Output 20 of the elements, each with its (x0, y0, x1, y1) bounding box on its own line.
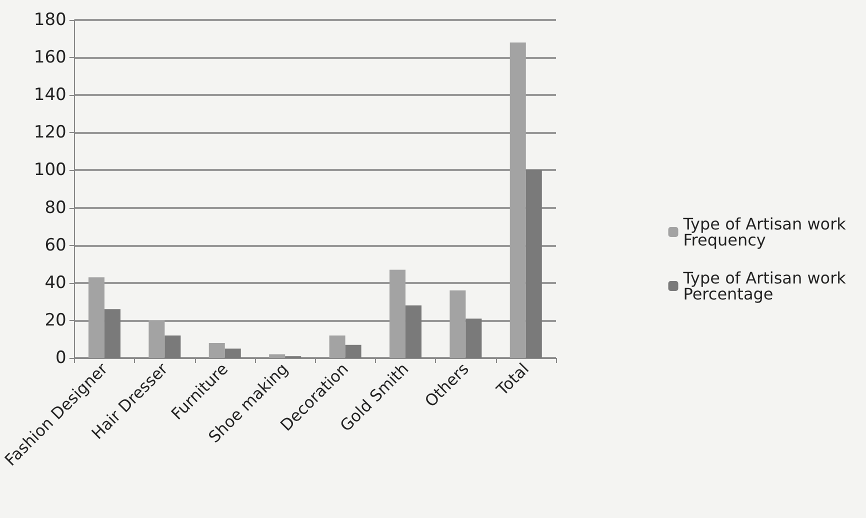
bar (510, 42, 526, 358)
legend-label: Type of Artisan work Frequency (682, 214, 852, 250)
y-tick-label: 0 (56, 348, 66, 368)
bar (389, 270, 406, 358)
legend-label: Type of Artisan work Percentage (682, 268, 852, 304)
y-tick-label: 80 (44, 198, 66, 218)
bar (148, 320, 165, 358)
y-tick-label: 60 (44, 235, 66, 256)
y-tick-label: 100 (34, 160, 66, 180)
bar (329, 335, 346, 358)
y-tick-label: 120 (34, 122, 66, 143)
bar (88, 277, 104, 358)
y-tick-label: 160 (34, 48, 66, 68)
y-tick-label: 20 (44, 310, 66, 330)
bar (450, 290, 466, 358)
bar (208, 342, 225, 358)
y-tick-label: 40 (44, 272, 66, 293)
y-tick-label: 140 (34, 85, 66, 106)
y-tick-label: 180 (34, 10, 66, 30)
bar (269, 354, 286, 358)
